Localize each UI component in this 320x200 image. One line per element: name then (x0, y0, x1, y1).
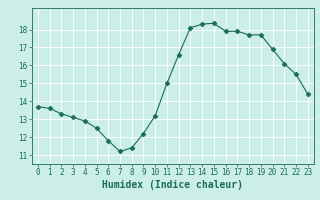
X-axis label: Humidex (Indice chaleur): Humidex (Indice chaleur) (102, 180, 243, 190)
